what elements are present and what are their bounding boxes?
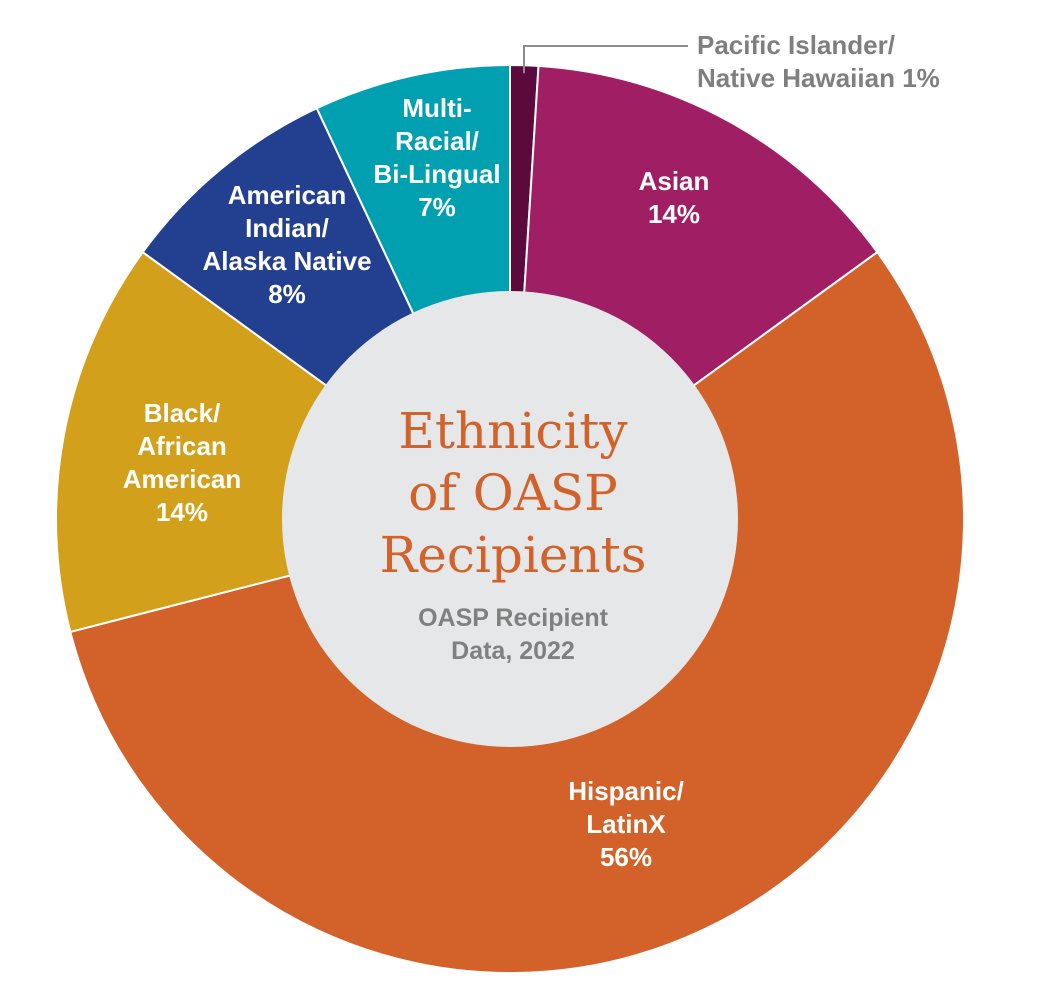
callout-label: Pacific Islander/Native Hawaiian 1% (697, 30, 940, 93)
center-hole (282, 291, 738, 747)
slice-label-5: Multi-Racial/Bi-Lingual 7% (373, 93, 500, 222)
chart-title: Ethnicity of OASP Recipients (380, 402, 647, 584)
callout-layer: Pacific Islander/Native Hawaiian 1% (523, 30, 940, 93)
slice-label-1: Asian 14% (639, 166, 710, 229)
chart-subtitle: OASP Recipient Data, 2022 (418, 604, 609, 665)
slice-label-3: Black/African American 14% (123, 398, 242, 527)
slice-label-4: American Indian/Alaska Native 8% (202, 180, 371, 309)
slice-label-2: Hispanic/LatinX 56% (568, 776, 684, 872)
callout-line (523, 45, 688, 74)
center-text: Ethnicity of OASP Recipients OASP Recipient… (380, 402, 647, 665)
slice-labels: Asian 14% Hispanic/LatinX 56% Black/African A… (123, 93, 710, 872)
